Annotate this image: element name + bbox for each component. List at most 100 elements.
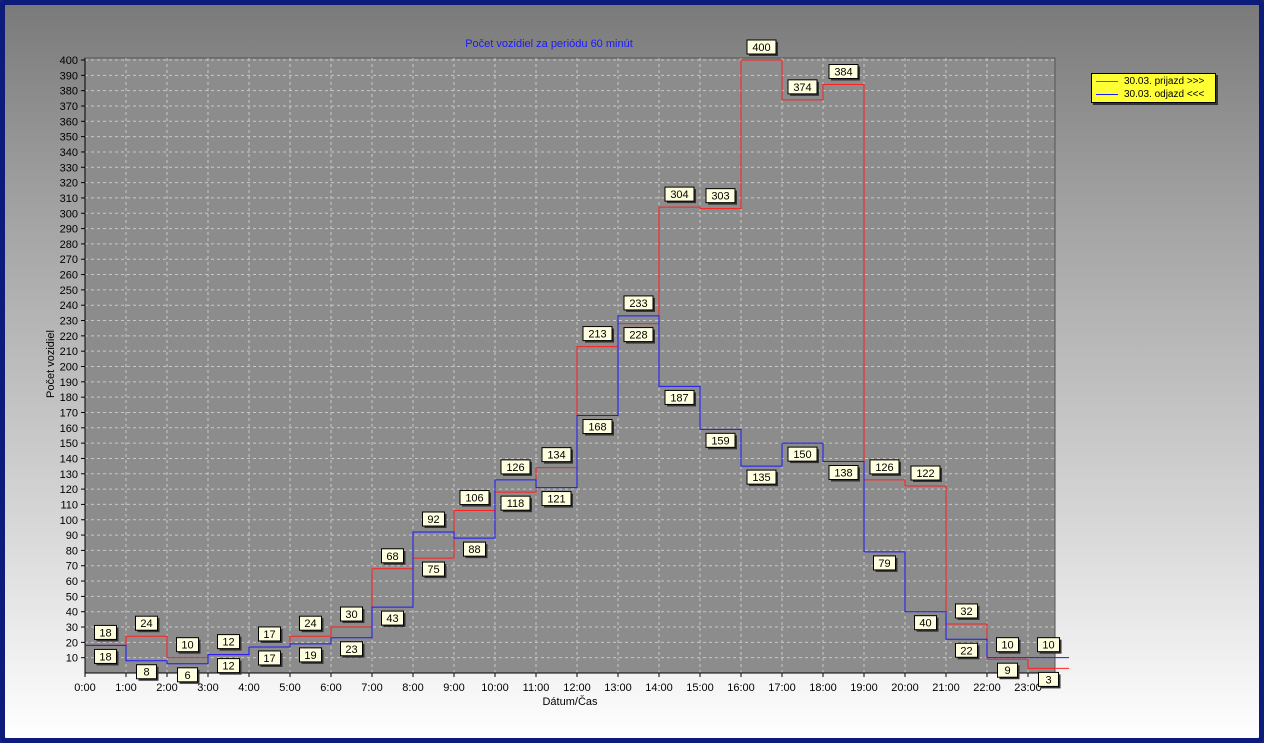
data-label: 12: [222, 661, 234, 673]
x-tick-label: 2:00: [156, 682, 177, 694]
data-label: 10: [1001, 640, 1013, 652]
data-label: 92: [427, 514, 439, 526]
data-label-box: [664, 389, 695, 405]
y-tick-label: 390: [60, 70, 78, 82]
grid-lines: [85, 58, 1055, 673]
x-axis-label: Dátum/Čas: [542, 695, 598, 708]
y-tick-label: 380: [60, 86, 78, 98]
y-tick-label: 110: [60, 499, 78, 511]
legend-item-prijazd: 30.03. prijazd >>>: [1096, 75, 1204, 88]
data-label: 88: [468, 544, 480, 556]
y-tick-label: 280: [60, 239, 78, 251]
x-tick-label: 23:00: [1014, 682, 1042, 694]
x-tick-label: 18:00: [809, 682, 837, 694]
y-tick-label: 10: [66, 653, 78, 665]
data-label-box: [135, 615, 158, 631]
data-label: 10: [181, 640, 193, 652]
data-label-box: [500, 459, 531, 475]
y-tick-label: 360: [60, 116, 78, 128]
x-tick-label: 3:00: [197, 682, 218, 694]
y-tick-label: 120: [60, 484, 78, 496]
data-label: 126: [875, 462, 893, 474]
data-label: 43: [386, 613, 398, 625]
data-label-box: [217, 634, 240, 650]
data-label: 6: [184, 670, 190, 682]
y-tick-label: 210: [60, 346, 78, 358]
series-line-1: [85, 315, 1069, 665]
x-tick-label: 8:00: [402, 682, 423, 694]
data-label-box: [258, 626, 281, 642]
x-tick-label: 6:00: [320, 682, 341, 694]
data-label: 304: [670, 189, 688, 201]
y-axis-label: Počet vozidiel: [45, 330, 57, 398]
data-label-box: [299, 615, 322, 631]
x-tick-label: 9:00: [443, 682, 464, 694]
data-label: 40: [919, 618, 931, 630]
data-label: 135: [752, 472, 770, 484]
y-tick-label: 50: [66, 591, 78, 603]
data-label: 22: [960, 645, 972, 657]
data-label-box: [705, 432, 736, 448]
data-label-box: [582, 419, 613, 435]
y-tick-label: 190: [60, 377, 78, 389]
data-label: 303: [711, 191, 729, 203]
data-label: 17: [263, 653, 275, 665]
data-label-box: [422, 511, 445, 527]
data-label: 24: [304, 618, 316, 630]
data-label-box: [914, 615, 937, 631]
data-label: 374: [793, 82, 811, 94]
data-label-box: [1037, 637, 1060, 653]
x-tick-label: 7:00: [361, 682, 382, 694]
data-label-box: [664, 186, 695, 202]
chart-title: Počet vozidiel za periódu 60 minút: [465, 38, 633, 50]
x-tick-label: 11:00: [523, 682, 550, 694]
legend-swatch-blue: [1096, 94, 1118, 95]
legend-item-odjazd: 30.03. odjazd <<<: [1096, 88, 1204, 101]
data-label: 19: [304, 650, 316, 662]
data-label-box: [136, 664, 157, 680]
data-label: 10: [1042, 640, 1054, 652]
data-label: 9: [1004, 665, 1010, 677]
data-label-box: [746, 39, 777, 55]
data-label-box: [541, 491, 572, 507]
data-label-box: [705, 188, 736, 204]
y-tick-label: 40: [66, 607, 78, 619]
y-tick-label: 180: [60, 392, 78, 404]
y-tick-label: 70: [66, 561, 78, 573]
data-label-box: [828, 465, 859, 481]
y-tick-label: 90: [66, 530, 78, 542]
y-tick-label: 340: [60, 147, 78, 159]
y-tick-label: 260: [60, 270, 78, 282]
data-label: 12: [222, 637, 234, 649]
y-tick-label: 220: [60, 331, 78, 343]
y-tick-label: 370: [60, 101, 78, 113]
data-label-box: [176, 637, 199, 653]
data-label-box: [94, 624, 117, 640]
y-tick-label: 160: [60, 423, 78, 435]
data-label: 126: [506, 462, 524, 474]
data-label-box: [955, 603, 978, 619]
data-label-box: [787, 79, 818, 95]
data-label: 68: [386, 551, 398, 563]
data-label-box: [997, 662, 1018, 678]
data-label-box: [541, 447, 572, 463]
y-tick-label: 150: [60, 438, 78, 450]
data-label: 3: [1045, 674, 1051, 686]
data-label: 17: [263, 629, 275, 641]
data-label-box: [500, 495, 531, 511]
x-tick-label: 12:00: [563, 682, 591, 694]
y-tick-label: 350: [60, 132, 78, 144]
data-label: 233: [629, 298, 647, 310]
data-label-box: [459, 490, 490, 506]
data-label: 106: [465, 493, 483, 505]
data-label-box: [340, 641, 363, 657]
data-label: 18: [99, 651, 111, 663]
x-tick-label: 21:00: [932, 682, 960, 694]
y-tick-label: 320: [60, 178, 78, 190]
y-tick-label: 270: [60, 254, 78, 266]
data-label-box: [996, 637, 1019, 653]
x-tick-label: 1:00: [115, 682, 136, 694]
data-label: 400: [752, 42, 770, 54]
y-tick-label: 100: [60, 515, 78, 527]
